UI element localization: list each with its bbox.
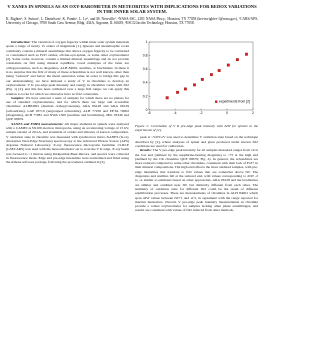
figure: -6 -4 -2 0 2 0 0.2 0.4 0.6 0.8 1 experiments from […: [143, 40, 254, 115]
data-point: [245, 52, 248, 56]
data-point: [165, 96, 169, 100]
legend-label: experiments from [2]: [219, 100, 250, 104]
figure-caption: Figure 1: Correlation of V K pre-edge pe…: [135, 124, 258, 133]
paragraph-text: The V pre-edge peak intensity for all sa…: [135, 148, 258, 213]
paragraph: Results: The V pre-edge peak intensity f…: [135, 148, 258, 212]
data-point: [217, 69, 221, 72]
paragraph: peak at ~5470 eV was used to determine V…: [135, 135, 258, 148]
left-column: Introduction: The variation of oxygen fu…: [6, 40, 129, 338]
x-tick-label: -4: [173, 111, 176, 115]
data-point: [235, 58, 239, 62]
y-tick-label: 0.6: [143, 67, 148, 71]
x-tick-label: 0: [226, 111, 228, 115]
data-point: [193, 83, 196, 87]
section-heading: Results:: [140, 148, 152, 153]
section-heading: XANES and EMPA measurements:: [11, 121, 64, 126]
y-tick-label: 0.4: [143, 81, 148, 85]
paragraph-text: peak at ~5470 eV was used to determine V…: [135, 135, 258, 148]
data-point: [200, 77, 204, 81]
authors: K. Righter¹, S. Sutton², L. Danielson³, …: [6, 17, 258, 26]
section-heading: Samples:: [11, 95, 25, 100]
data-point: [183, 87, 187, 91]
paragraph-text: All major elements in spinels were analy…: [6, 121, 129, 165]
paragraph: Samples: We have selected a suite of sam…: [6, 96, 129, 122]
data-point: [209, 73, 213, 77]
x-tick-label: -2: [199, 111, 202, 115]
y-tick-label: 0.2: [143, 94, 148, 98]
y-tick-label: 0.8: [143, 53, 148, 57]
y-tick-label: 0: [146, 108, 148, 112]
data-point: [226, 63, 230, 67]
x-tick-label: -6: [147, 111, 150, 115]
section-heading: Introduction:: [11, 40, 31, 44]
paragraph: XANES and EMPA measurements: All major e…: [6, 122, 129, 165]
legend-swatch: [215, 100, 218, 103]
page: V XANES IN SPINELS AS AN OXY-BAROMETER I…: [6, 4, 258, 338]
data-point: [176, 90, 179, 94]
paragraph-text: We have selected a suite of samples for …: [6, 95, 129, 122]
paragraph-text: The variation of oxygen fugacity within …: [6, 40, 129, 96]
title: V XANES IN SPINELS AS AN OXY-BAROMETER I…: [7, 4, 257, 15]
right-column: -6 -4 -2 0 2 0 0.2 0.4 0.6 0.8 1 experiments from […: [135, 40, 258, 338]
paragraph: Introduction: The variation of oxygen fu…: [6, 40, 129, 96]
y-tick-label: 1: [146, 40, 148, 44]
x-tick-label: 2: [252, 111, 254, 115]
